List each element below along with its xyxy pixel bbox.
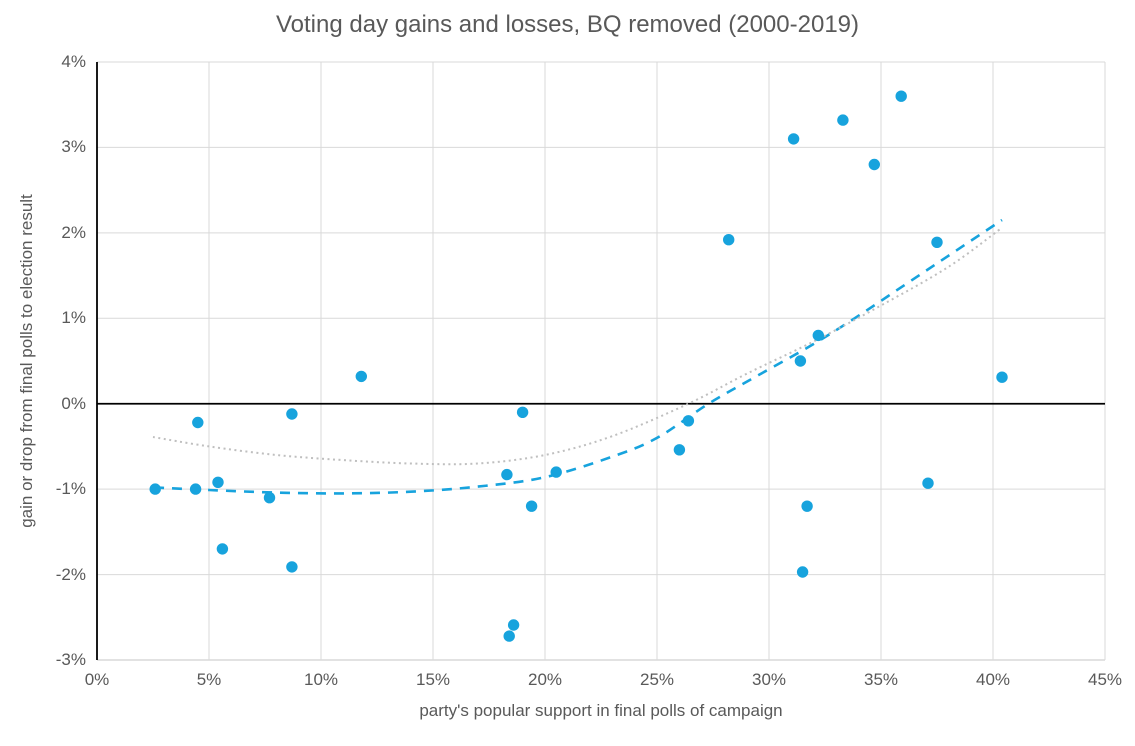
y-tick-label: -1% xyxy=(55,479,86,499)
data-point xyxy=(507,619,520,631)
data-point xyxy=(525,500,538,512)
data-point xyxy=(931,236,943,248)
data-point xyxy=(787,133,800,145)
data-point xyxy=(192,416,204,429)
data-point xyxy=(550,466,562,478)
y-tick-label: 3% xyxy=(61,137,86,157)
x-tick-label: 20% xyxy=(527,670,563,689)
x-tick-label: 45% xyxy=(1087,670,1123,689)
data-point xyxy=(682,415,695,427)
data-point xyxy=(286,561,298,573)
data-point xyxy=(723,234,735,246)
y-axis-title: gain or drop from final polls to electio… xyxy=(17,194,36,528)
y-tick-label: 2% xyxy=(61,222,86,242)
x-tick-label: 40% xyxy=(975,670,1011,689)
data-point xyxy=(922,477,934,489)
data-point xyxy=(286,408,298,420)
y-tick-label: -3% xyxy=(55,650,86,669)
data-point xyxy=(837,114,849,126)
trendline-dashed xyxy=(154,218,1003,495)
trendline-dotted xyxy=(152,226,1003,466)
y-tick-label: 4% xyxy=(61,52,86,71)
data-point xyxy=(189,483,202,495)
data-point xyxy=(263,492,276,504)
data-point xyxy=(212,476,224,488)
x-tick-label: 15% xyxy=(415,670,451,689)
x-tick-label: 30% xyxy=(751,670,787,689)
y-tick-label: 0% xyxy=(61,393,86,413)
data-point xyxy=(673,444,686,456)
chart-title: Voting day gains and losses, BQ removed … xyxy=(275,11,860,38)
data-point xyxy=(216,543,229,555)
data-point xyxy=(149,483,161,495)
x-tick-label: 0% xyxy=(84,670,110,689)
data-point xyxy=(812,329,824,342)
y-tick-label: 1% xyxy=(61,308,86,328)
y-tick-label: -2% xyxy=(55,564,86,584)
x-tick-label: 35% xyxy=(863,670,899,689)
data-point xyxy=(516,406,529,418)
data-point xyxy=(503,630,515,642)
x-axis-title: party's popular support in final polls o… xyxy=(419,701,783,720)
x-tick-label: 5% xyxy=(196,670,222,689)
data-point xyxy=(868,158,880,171)
data-point xyxy=(796,566,809,578)
data-point xyxy=(501,468,513,481)
data-point xyxy=(996,371,1008,383)
data-point xyxy=(801,500,813,512)
data-point xyxy=(794,355,807,367)
x-tick-label: 10% xyxy=(303,670,339,689)
data-point xyxy=(895,90,907,102)
x-tick-label: 25% xyxy=(639,670,675,689)
data-point xyxy=(355,370,367,383)
